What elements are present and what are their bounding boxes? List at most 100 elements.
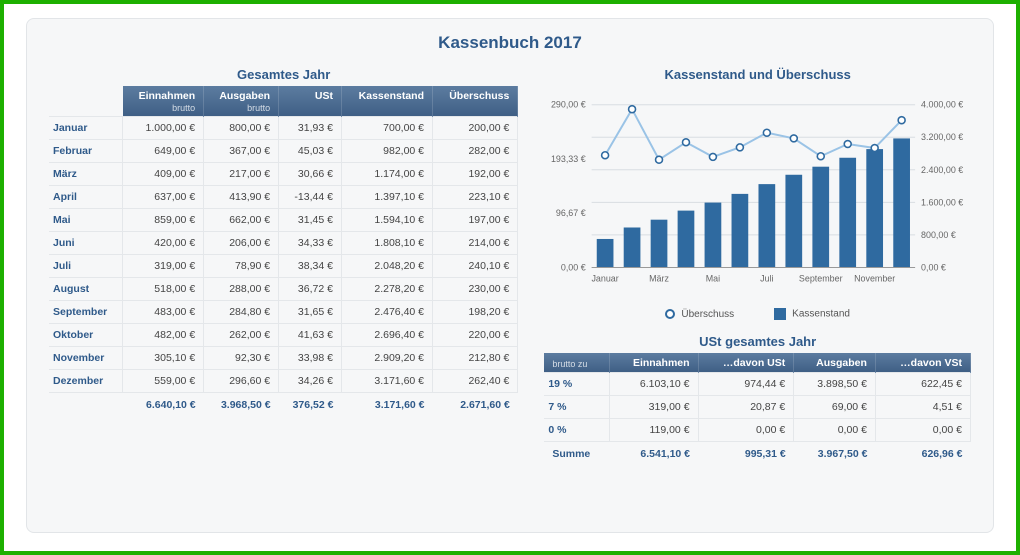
table-row: März409,00 €217,00 €30,66 €1.174,00 €192… bbox=[49, 163, 518, 186]
value-cell: 518,00 € bbox=[123, 278, 204, 301]
col-header: Einnahmen bbox=[609, 353, 698, 373]
panel: Kassenbuch 2017 Gesamtes Jahr Einnahmenb… bbox=[26, 18, 994, 533]
value-cell: 119,00 € bbox=[609, 419, 698, 442]
table-row: November305,10 €92,30 €33,98 €2.909,20 €… bbox=[49, 347, 518, 370]
value-cell: 197,00 € bbox=[433, 209, 518, 232]
svg-text:November: November bbox=[854, 273, 895, 283]
value-cell: 296,60 € bbox=[204, 370, 279, 393]
total-cell: 995,31 € bbox=[698, 442, 794, 467]
month-cell: September bbox=[49, 301, 123, 324]
value-cell: 33,98 € bbox=[279, 347, 342, 370]
svg-text:800,00 €: 800,00 € bbox=[921, 230, 956, 240]
table-row: Dezember559,00 €296,60 €34,26 €3.171,60 … bbox=[49, 370, 518, 393]
rate-cell: 19 % bbox=[544, 373, 609, 396]
value-cell: 217,00 € bbox=[204, 163, 279, 186]
value-cell: 483,00 € bbox=[123, 301, 204, 324]
month-cell: August bbox=[49, 278, 123, 301]
totals-blank bbox=[49, 393, 123, 418]
value-cell: 974,44 € bbox=[698, 373, 794, 396]
month-cell: Juni bbox=[49, 232, 123, 255]
total-cell: 2.671,60 € bbox=[433, 393, 518, 418]
value-cell: 284,80 € bbox=[204, 301, 279, 324]
svg-text:290,00 €: 290,00 € bbox=[551, 100, 586, 110]
value-cell: 420,00 € bbox=[123, 232, 204, 255]
columns: Gesamtes Jahr EinnahmenbruttoAusgabenbru… bbox=[49, 67, 971, 522]
legend-bar-label: Kassenstand bbox=[792, 309, 850, 320]
col-header: Ausgaben bbox=[794, 353, 876, 373]
value-cell: 31,45 € bbox=[279, 209, 342, 232]
ust-section-title: USt gesamtes Jahr bbox=[544, 334, 971, 349]
value-cell: 6.103,10 € bbox=[609, 373, 698, 396]
value-cell: 662,00 € bbox=[204, 209, 279, 232]
table-row: 7 %319,00 €20,87 €69,00 €4,51 € bbox=[544, 396, 970, 419]
value-cell: 319,00 € bbox=[123, 255, 204, 278]
chart-title: Kassenstand und Überschuss bbox=[544, 67, 971, 82]
rate-cell: 7 % bbox=[544, 396, 609, 419]
value-cell: 0,00 € bbox=[875, 419, 970, 442]
total-cell: 6.541,10 € bbox=[609, 442, 698, 467]
value-cell: 559,00 € bbox=[123, 370, 204, 393]
svg-text:1.600,00 €: 1.600,00 € bbox=[921, 197, 963, 207]
value-cell: 262,00 € bbox=[204, 324, 279, 347]
col-header: Einnahmenbrutto bbox=[123, 86, 204, 117]
value-cell: 409,00 € bbox=[123, 163, 204, 186]
value-cell: 36,72 € bbox=[279, 278, 342, 301]
value-cell: 622,45 € bbox=[875, 373, 970, 396]
col-header: …davon USt bbox=[698, 353, 794, 373]
ust-corner: brutto zu bbox=[544, 353, 609, 373]
value-cell: 982,00 € bbox=[341, 140, 432, 163]
chart-legend: Überschuss Kassenstand bbox=[544, 308, 971, 320]
right-column: Kassenstand und Überschuss 0,00 € 800,00 … bbox=[544, 67, 971, 522]
total-cell: 626,96 € bbox=[875, 442, 970, 467]
table-row: Februar649,00 €367,00 €45,03 €982,00 €28… bbox=[49, 140, 518, 163]
value-cell: 41,63 € bbox=[279, 324, 342, 347]
value-cell: 482,00 € bbox=[123, 324, 204, 347]
svg-text:96,67 €: 96,67 € bbox=[556, 208, 586, 218]
value-cell: 92,30 € bbox=[204, 347, 279, 370]
svg-text:0,00 €: 0,00 € bbox=[921, 262, 946, 272]
value-cell: 282,00 € bbox=[433, 140, 518, 163]
svg-text:September: September bbox=[799, 273, 843, 283]
col-header: Kassenstand bbox=[341, 86, 432, 117]
value-cell: 3.171,60 € bbox=[341, 370, 432, 393]
value-cell: 223,10 € bbox=[433, 186, 518, 209]
value-cell: 31,65 € bbox=[279, 301, 342, 324]
value-cell: 78,90 € bbox=[204, 255, 279, 278]
svg-text:3.200,00 €: 3.200,00 € bbox=[921, 132, 963, 142]
page-title: Kassenbuch 2017 bbox=[49, 33, 971, 53]
value-cell: 34,33 € bbox=[279, 232, 342, 255]
ust-table: brutto zuEinnahmen…davon UStAusgaben…dav… bbox=[544, 353, 971, 466]
table-corner bbox=[49, 86, 123, 117]
value-cell: 192,00 € bbox=[433, 163, 518, 186]
chart-wrap: Kassenstand und Überschuss 0,00 € 800,00 … bbox=[544, 67, 971, 320]
ust-wrap: USt gesamtes Jahr brutto zuEinnahmen…dav… bbox=[544, 334, 971, 466]
table-row: August518,00 €288,00 €36,72 €2.278,20 €2… bbox=[49, 278, 518, 301]
value-cell: 20,87 € bbox=[698, 396, 794, 419]
month-cell: März bbox=[49, 163, 123, 186]
month-cell: Oktober bbox=[49, 324, 123, 347]
table-row: 19 %6.103,10 €974,44 €3.898,50 €622,45 € bbox=[544, 373, 970, 396]
table-row: 0 %119,00 €0,00 €0,00 €0,00 € bbox=[544, 419, 970, 442]
value-cell: 859,00 € bbox=[123, 209, 204, 232]
month-cell: Januar bbox=[49, 117, 123, 140]
value-cell: 214,00 € bbox=[433, 232, 518, 255]
svg-text:Januar: Januar bbox=[592, 273, 619, 283]
value-cell: 200,00 € bbox=[433, 117, 518, 140]
month-cell: Juli bbox=[49, 255, 123, 278]
value-cell: 220,00 € bbox=[433, 324, 518, 347]
value-cell: 2.048,20 € bbox=[341, 255, 432, 278]
chart: 0,00 €800,00 €1.600,00 €2.400,00 €3.200,… bbox=[544, 86, 971, 306]
value-cell: 700,00 € bbox=[341, 117, 432, 140]
value-cell: 637,00 € bbox=[123, 186, 204, 209]
total-cell: 6.640,10 € bbox=[123, 393, 204, 418]
value-cell: 2.476,40 € bbox=[341, 301, 432, 324]
table-row: September483,00 €284,80 €31,65 €2.476,40… bbox=[49, 301, 518, 324]
value-cell: 1.174,00 € bbox=[341, 163, 432, 186]
table-row: Oktober482,00 €262,00 €41,63 €2.696,40 €… bbox=[49, 324, 518, 347]
value-cell: 45,03 € bbox=[279, 140, 342, 163]
value-cell: 31,93 € bbox=[279, 117, 342, 140]
value-cell: 2.909,20 € bbox=[341, 347, 432, 370]
value-cell: 319,00 € bbox=[609, 396, 698, 419]
value-cell: 206,00 € bbox=[204, 232, 279, 255]
rate-cell: 0 % bbox=[544, 419, 609, 442]
